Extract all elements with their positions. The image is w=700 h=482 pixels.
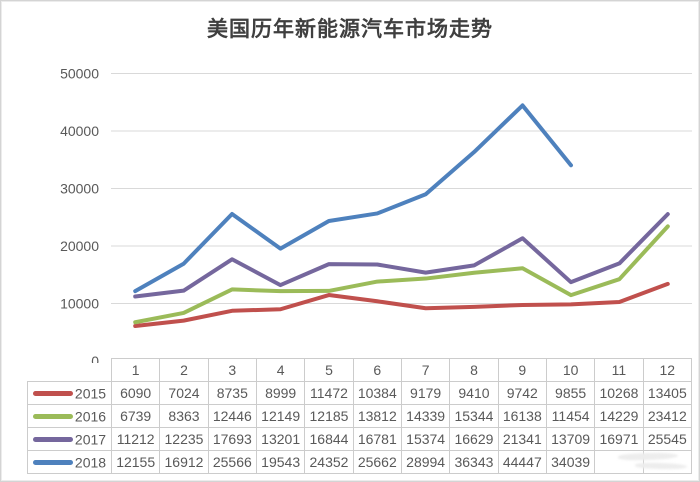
y-tick-label: 50000 xyxy=(60,66,99,82)
legend-line-icon xyxy=(32,460,73,466)
value-cell: 36343 xyxy=(449,450,499,474)
chart-title: 美国历年新能源汽车市场走势 xyxy=(207,18,493,41)
table-row-2015: 2015 6090 7024 8735 8999 11472 10384 9179 9410 97… xyxy=(27,381,693,405)
legend-cell: 2015 xyxy=(27,381,112,405)
value-cell: 44447 xyxy=(497,450,547,474)
month-header-cell: 4 xyxy=(255,358,306,382)
value-cell: 25545 xyxy=(642,427,693,451)
value-cell: 13709 xyxy=(545,427,596,451)
value-cell: 15374 xyxy=(400,427,451,451)
value-cell: 9855 xyxy=(545,381,596,405)
table-row-2017: 2017 11212 12235 17693 13201 16844 16781 15374 1… xyxy=(27,427,693,451)
month-header-row: 1 2 3 4 5 6 7 8 9 10 11 12 xyxy=(28,358,693,382)
year-label: 2015 xyxy=(74,385,107,402)
month-header-cell: 11 xyxy=(594,358,644,382)
y-tick-label: 10000 xyxy=(60,296,99,312)
table-row-2018: 2018 12155 16912 25566 19543 24352 25662 28994 3… xyxy=(27,450,693,474)
month-header-cell: 3 xyxy=(207,358,257,382)
value-cell: 6090 xyxy=(110,381,161,405)
month-header-cell: 7 xyxy=(400,358,451,382)
value-cell: 16971 xyxy=(594,427,644,451)
value-cell: 13405 xyxy=(642,381,693,405)
month-header-cell: 12 xyxy=(642,358,693,382)
value-cell: 15344 xyxy=(449,404,499,428)
value-cell: 7024 xyxy=(159,381,209,405)
y-tick-label: 40000 xyxy=(60,123,99,139)
value-cell: 24352 xyxy=(304,450,354,474)
value-cell: 9179 xyxy=(400,381,451,405)
value-cell: 9742 xyxy=(497,381,547,405)
value-cell: 19543 xyxy=(255,450,306,474)
value-cell: 34039 xyxy=(545,450,596,474)
value-cell: 8999 xyxy=(255,381,306,405)
value-cell: 9410 xyxy=(449,381,499,405)
value-cell: 8735 xyxy=(207,381,257,405)
month-header-cell: 8 xyxy=(449,358,499,382)
value-cell: 10384 xyxy=(352,381,402,405)
line-chart: 0 10000 20000 30000 40000 50000 xyxy=(60,66,692,363)
month-header-cell: 6 xyxy=(352,358,402,382)
value-cell: 8363 xyxy=(159,404,209,428)
series-line-2015 xyxy=(133,281,670,328)
y-tick-label: 0 xyxy=(91,353,99,363)
value-cell: 13812 xyxy=(352,404,402,428)
value-cell: 11454 xyxy=(545,404,596,428)
month-header-cell: 10 xyxy=(545,358,596,382)
legend-cell: 2017 xyxy=(27,427,112,451)
month-header-row: 1 2 3 4 5 6 7 8 9 10 11 12 xyxy=(28,358,693,382)
value-cell: 16912 xyxy=(159,450,209,474)
month-header-cell: 2 xyxy=(159,358,209,382)
value-cell: 28994 xyxy=(400,450,451,474)
month-header-cell: 9 xyxy=(497,358,547,382)
table-row-2016: 2016 6739 8363 12446 12149 12185 13812 14339 153… xyxy=(27,404,693,428)
legend-line-icon xyxy=(32,391,73,397)
value-cell: 10268 xyxy=(594,381,644,405)
value-cell: 12235 xyxy=(159,427,209,451)
year-label: 2016 xyxy=(74,408,107,425)
value-cell: 11472 xyxy=(304,381,354,405)
value-cell: 12185 xyxy=(304,404,354,428)
legend-cell: 2016 xyxy=(27,404,112,428)
year-label: 2018 xyxy=(74,454,107,471)
y-tick-label: 20000 xyxy=(60,238,99,254)
value-cell: 11212 xyxy=(110,427,161,451)
value-cell: 25566 xyxy=(207,450,257,474)
value-cell: 16844 xyxy=(304,427,354,451)
value-cell: 16781 xyxy=(352,427,402,451)
legend-line-icon xyxy=(32,437,73,443)
month-header-cell: 5 xyxy=(304,358,354,382)
value-cell: 13201 xyxy=(255,427,306,451)
value-cell: 16138 xyxy=(497,404,547,428)
value-cell: 6739 xyxy=(110,404,161,428)
value-cell: 14229 xyxy=(594,404,644,428)
series-line-2017 xyxy=(133,212,670,299)
value-cell: 25662 xyxy=(352,450,402,474)
value-cell: 14339 xyxy=(400,404,451,428)
data-table: 1 2 3 4 5 6 7 8 9 10 11 12 2015 6090 7024 8735 8999 1147… xyxy=(27,358,693,474)
month-header-cell: 1 xyxy=(110,358,161,382)
series-line-2018 xyxy=(133,103,573,294)
value-cell: 12155 xyxy=(110,450,161,474)
legend-line-icon xyxy=(32,414,73,420)
value-cell: 12149 xyxy=(255,404,306,428)
series-line-2016 xyxy=(133,224,670,325)
y-tick-label: 30000 xyxy=(60,181,99,197)
year-label: 2017 xyxy=(74,431,107,448)
table-corner-cell xyxy=(28,359,112,382)
legend-cell: 2018 xyxy=(27,450,112,474)
value-cell: 12446 xyxy=(207,404,257,428)
value-cell: 17693 xyxy=(207,427,257,451)
value-cell: 23412 xyxy=(642,404,693,428)
value-cell: 21341 xyxy=(497,427,547,451)
series-rows: 2015 6090 7024 8735 8999 11472 10384 9179 9410 97… xyxy=(27,381,693,474)
value-cell: 16629 xyxy=(449,427,499,451)
